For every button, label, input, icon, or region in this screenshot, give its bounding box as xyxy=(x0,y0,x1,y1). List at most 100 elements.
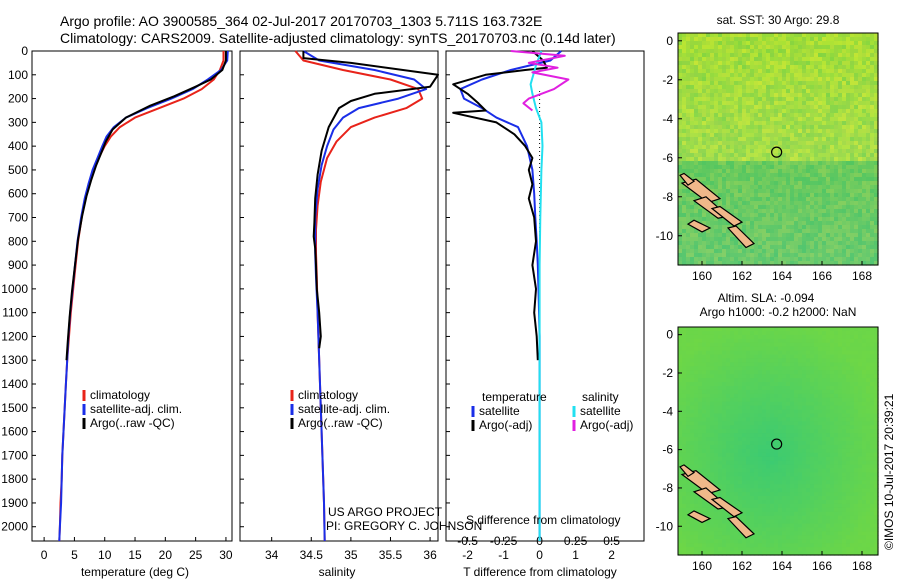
map-cell xyxy=(802,527,807,532)
map-cell xyxy=(746,460,751,466)
map-cell xyxy=(850,181,855,186)
map-cell xyxy=(774,217,779,222)
map-cell xyxy=(814,177,819,182)
map-cell xyxy=(754,350,759,356)
map-cell xyxy=(794,543,799,548)
map-cell xyxy=(694,531,699,536)
map-cell xyxy=(794,354,799,359)
map-cell xyxy=(826,89,831,94)
map-cell xyxy=(686,201,691,206)
map-cell xyxy=(798,334,803,340)
map-cell xyxy=(682,441,687,446)
map-cell xyxy=(782,484,787,489)
map-cell xyxy=(762,261,767,266)
map-cell xyxy=(830,225,835,230)
map-cell xyxy=(718,113,723,118)
map-cell xyxy=(790,460,795,466)
map-cell xyxy=(694,201,699,206)
map-cell xyxy=(806,437,811,442)
map-cell xyxy=(698,153,703,158)
map-cell xyxy=(750,237,755,242)
map-cell xyxy=(822,61,827,66)
map-cell xyxy=(678,129,683,134)
map-cell xyxy=(778,433,783,438)
map-cell xyxy=(758,366,763,371)
map-cell xyxy=(682,444,687,450)
map-cell xyxy=(806,213,811,218)
map-cell xyxy=(862,169,867,174)
map-cell xyxy=(734,193,739,198)
map-cell xyxy=(682,89,687,94)
map-cell xyxy=(718,157,723,162)
map-cell xyxy=(806,456,811,462)
map-cell xyxy=(782,334,787,340)
map-cell xyxy=(794,433,799,438)
map-cell xyxy=(794,241,799,246)
map-cell xyxy=(742,334,747,340)
map-cell xyxy=(842,245,847,250)
map-cell xyxy=(826,201,831,206)
map-cell xyxy=(706,181,711,186)
map-cell xyxy=(790,330,795,336)
map-cell xyxy=(690,201,695,206)
map-cell xyxy=(730,185,735,190)
map-cell xyxy=(698,401,703,407)
map-cell xyxy=(706,165,711,170)
map-cell xyxy=(866,237,871,242)
map-cell xyxy=(754,153,759,158)
map-cell xyxy=(806,496,811,501)
map-cell xyxy=(742,358,747,363)
map-cell xyxy=(678,53,683,58)
map-cell xyxy=(778,338,783,344)
map-cell xyxy=(762,145,767,150)
map-cell xyxy=(762,366,767,371)
map-cell xyxy=(722,93,727,98)
map-cell xyxy=(686,85,691,90)
map-cell xyxy=(698,354,703,359)
map-cell xyxy=(714,77,719,82)
map-cell xyxy=(810,249,815,254)
map-cell xyxy=(710,261,715,266)
map-cell xyxy=(846,125,851,130)
map-cell xyxy=(822,113,827,118)
map-cell xyxy=(714,417,719,422)
map-cell xyxy=(678,507,683,513)
map-cell xyxy=(742,89,747,94)
map-cell xyxy=(778,209,783,214)
map-cell xyxy=(810,141,815,146)
map-cell xyxy=(766,401,771,407)
legend-label: satellite-adj. clim. xyxy=(90,402,182,416)
map-cell xyxy=(706,535,711,540)
map-cell xyxy=(702,370,707,375)
map-cell xyxy=(750,229,755,234)
map-cell xyxy=(786,500,791,505)
map-cell xyxy=(766,386,771,391)
map-cell xyxy=(706,221,711,226)
map-cell xyxy=(742,181,747,186)
map-cell xyxy=(734,213,739,218)
map-cell xyxy=(706,346,711,352)
map-cell xyxy=(798,417,803,422)
map-cell xyxy=(822,225,827,230)
map-cell xyxy=(766,342,771,348)
map-cell xyxy=(806,89,811,94)
map-cell xyxy=(774,543,779,548)
map-cell xyxy=(802,460,807,466)
map-cell xyxy=(718,101,723,106)
y-tick-label: 1300 xyxy=(1,353,28,367)
map-cell xyxy=(782,464,787,470)
map-cell xyxy=(734,366,739,371)
map-cell xyxy=(874,221,879,226)
map-cell xyxy=(730,409,735,415)
map-cell xyxy=(802,153,807,158)
map-cell xyxy=(730,488,735,493)
map-cell xyxy=(778,507,783,513)
map-cell xyxy=(786,181,791,186)
map-cell xyxy=(762,480,767,485)
map-cell xyxy=(858,177,863,182)
map-cell xyxy=(770,217,775,222)
map-cell xyxy=(870,189,875,194)
map-cell xyxy=(754,185,759,190)
map-cell xyxy=(770,133,775,138)
map-cell xyxy=(742,374,747,379)
